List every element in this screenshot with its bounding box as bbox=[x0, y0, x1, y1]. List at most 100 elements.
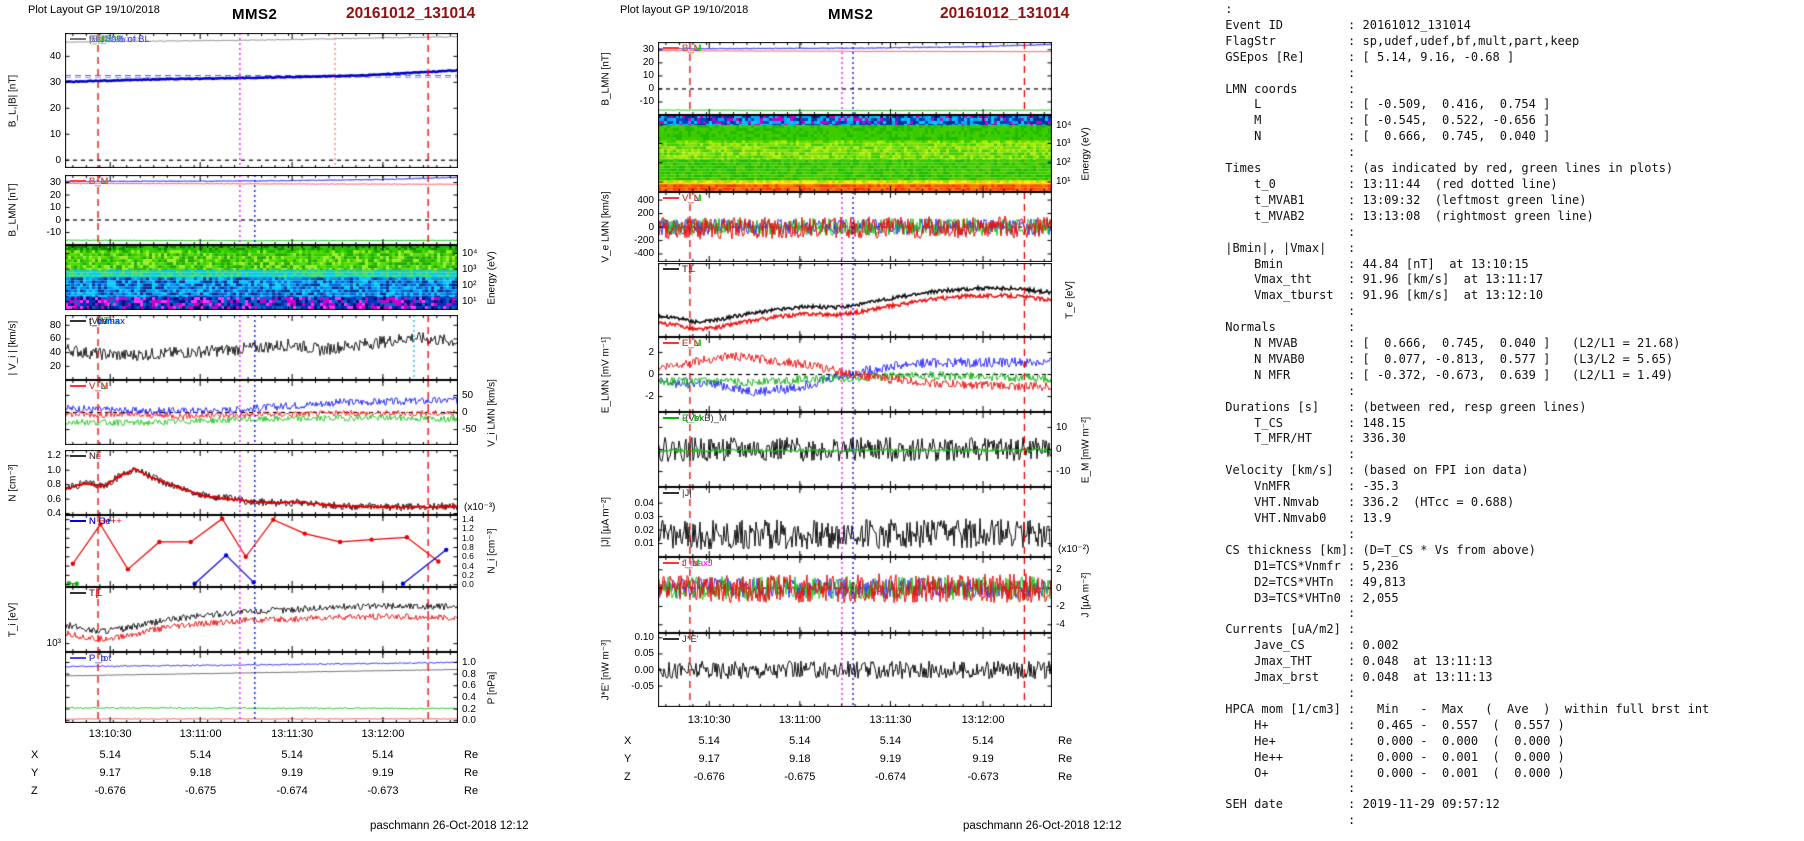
ephem-unit: Re bbox=[464, 767, 478, 779]
middle-footer-credit: paschmann 26-Oct-2018 12:12 bbox=[963, 820, 1122, 832]
chart-canvas-M5 bbox=[658, 337, 1052, 412]
legend-entry: T⊥ bbox=[663, 265, 696, 276]
axis-tick-label: -0.05 bbox=[620, 681, 654, 692]
axis-tick-label: 200 bbox=[620, 208, 654, 219]
axis-tick-label: 20 bbox=[27, 103, 61, 114]
axis-label-M4: T_e [eV] bbox=[1065, 281, 1076, 319]
axis-tick-label: 0.6 bbox=[462, 680, 506, 691]
ephem-value: -0.673 bbox=[343, 785, 423, 797]
left-time-axis-labels: 13:10:30 13:11:00 13:11:30 13:12:00 bbox=[65, 728, 458, 742]
axis-tick-label: 0.8 bbox=[462, 669, 506, 680]
axis-tick-label: 20 bbox=[27, 190, 61, 201]
ephem-value: 9.17 bbox=[70, 767, 150, 779]
plot-panel-L6: 1.21.00.80.60.4N [cm⁻³]NeNi bbox=[65, 450, 458, 515]
ephem-value: 5.14 bbox=[943, 735, 1023, 747]
axis-label-L8: T_i [eV] bbox=[8, 602, 19, 636]
chart-canvas-L8 bbox=[65, 587, 458, 652]
chart-canvas-L1 bbox=[65, 33, 458, 168]
axis-tick-label: 400 bbox=[620, 195, 654, 206]
axis-tick-label: 0.0 bbox=[462, 715, 506, 726]
axis-tick-label: 10 bbox=[27, 202, 61, 213]
axis-label-M9: J*E' [nW m⁻³] bbox=[601, 640, 612, 701]
ephemeris-row-x: X 5.14 5.14 5.14 5.14 Re bbox=[658, 735, 1052, 752]
chart-canvas-M1 bbox=[658, 42, 1052, 115]
axis-tick-label: 1.0 bbox=[462, 657, 506, 668]
axis-tick-label: 10² bbox=[462, 280, 506, 291]
axis-tick-label: 0 bbox=[27, 155, 61, 166]
chart-canvas-M2 bbox=[658, 115, 1052, 192]
axis-tick-label: 1.0 bbox=[27, 465, 61, 476]
axis-tick-label: 60 bbox=[27, 333, 61, 344]
legend-entry: J_N bbox=[663, 559, 699, 570]
ephem-value: 5.14 bbox=[343, 749, 423, 761]
axis-tick-label: 10⁴ bbox=[462, 248, 506, 259]
legend-entry: V_N bbox=[70, 382, 107, 393]
chart-canvas-M7 bbox=[658, 487, 1052, 557]
axis-tick-label: 10 bbox=[27, 129, 61, 140]
ephem-unit: Re bbox=[464, 749, 478, 761]
axis-tick-label: 30 bbox=[27, 77, 61, 88]
axis-label-L7: N_i [cm⁻³] bbox=[487, 528, 498, 573]
legend-entry: P_tot bbox=[70, 654, 111, 665]
ephem-value: 9.19 bbox=[343, 767, 423, 779]
axis-label-M3: V_e LMN [km/s] bbox=[601, 191, 612, 262]
ephem-value: -0.675 bbox=[760, 771, 840, 783]
time-tick: 13:11:30 bbox=[850, 714, 930, 726]
axis-tick-label: 0.10 bbox=[620, 632, 654, 643]
ephemeris-row-z: Z -0.676 -0.675 -0.674 -0.673 Re bbox=[65, 785, 458, 802]
legend-entry: T⊥ bbox=[70, 589, 103, 600]
ephem-value: 9.19 bbox=[943, 753, 1023, 765]
axis-tick-label: 0.6 bbox=[27, 494, 61, 505]
ephemeris-row-y: Y 9.17 9.18 9.19 9.19 Re bbox=[65, 767, 458, 784]
time-tick: 13:11:00 bbox=[161, 728, 241, 740]
axis-tick-label: 50 bbox=[462, 390, 506, 401]
ephem-value: 9.17 bbox=[669, 753, 749, 765]
ephem-value: 5.14 bbox=[669, 735, 749, 747]
axis-tick-label: 0 bbox=[620, 369, 654, 380]
plot-panel-L3: 10⁴10³10²10¹Energy (eV) bbox=[65, 245, 458, 310]
ephem-value: 5.14 bbox=[760, 735, 840, 747]
ephem-value: -0.674 bbox=[252, 785, 332, 797]
row-label: X bbox=[624, 735, 631, 747]
plot-panel-L9: 1.00.80.60.40.20.0P [nPa]P_bP_pP_hP_tot bbox=[65, 652, 458, 723]
axis-tick-label: 10⁴ bbox=[1056, 120, 1100, 131]
plot-panel-M2: 10⁴10³10²10¹Energy (eV) bbox=[658, 115, 1052, 192]
axis-tick-label: 0 bbox=[27, 215, 61, 226]
row-label: X bbox=[31, 749, 38, 761]
plot-panel-L4: 80604020| V_i | [km/s]t_HTt_vmaxt_cst_dv… bbox=[65, 315, 458, 380]
time-tick: 13:12:00 bbox=[943, 714, 1023, 726]
axis-label-L2: B_LMN [nT] bbox=[8, 183, 19, 236]
axis-label-L9: P [nPa] bbox=[487, 671, 498, 704]
ephem-value: -0.676 bbox=[70, 785, 150, 797]
plot-panel-M3: 4002000-200-400V_e LMN [km/s]V_LV_MV_N bbox=[658, 192, 1052, 262]
time-tick: 13:11:30 bbox=[252, 728, 332, 740]
axis-scale-note: (x10⁻³) bbox=[464, 502, 495, 513]
plot-panel-M4: T_e [eV]T∥T⊥ bbox=[658, 263, 1052, 337]
legend-entry: V_N bbox=[663, 194, 700, 205]
axis-tick-label: 0 bbox=[620, 222, 654, 233]
ephemeris-row-x: X 5.14 5.14 5.14 5.14 Re bbox=[65, 749, 458, 766]
legend-entry: |V| bbox=[70, 317, 100, 328]
plot-panel-L5: 500-50V_i LMN [km/s]V_LV_MV_N bbox=[65, 380, 458, 445]
ephem-value: 9.18 bbox=[161, 767, 241, 779]
chart-canvas-M3 bbox=[658, 192, 1052, 262]
axis-label-M6: E_M [mW m⁻²] bbox=[1081, 416, 1092, 482]
ephem-value: -0.676 bbox=[669, 771, 749, 783]
axis-tick-label: 0.4 bbox=[462, 692, 506, 703]
axis-tick-label: 0.0 bbox=[462, 579, 506, 590]
chart-canvas-L3 bbox=[65, 245, 458, 310]
axis-tick-label: 20 bbox=[27, 361, 61, 372]
axis-tick-label: 0.01 bbox=[620, 538, 654, 549]
row-label: Y bbox=[624, 753, 631, 765]
axis-tick-label: 10² bbox=[1056, 157, 1100, 168]
axis-tick-label: -10 bbox=[620, 96, 654, 107]
axis-tick-label: 0.00 bbox=[620, 665, 654, 676]
middle-plot-column: 13:10:30 13:11:00 13:11:30 13:12:00 X 5.… bbox=[658, 0, 1052, 841]
axis-tick-label: 10³ bbox=[462, 264, 506, 275]
plot-panel-M6: 100-10E_M [mW m⁻²]-(VexB)_ME_M bbox=[658, 412, 1052, 487]
ephem-value: -0.674 bbox=[850, 771, 930, 783]
axis-tick-label: -4 bbox=[1056, 619, 1100, 630]
ephem-value: -0.675 bbox=[161, 785, 241, 797]
ephem-unit: Re bbox=[1058, 735, 1072, 747]
legend-entry: E_N bbox=[663, 339, 700, 350]
